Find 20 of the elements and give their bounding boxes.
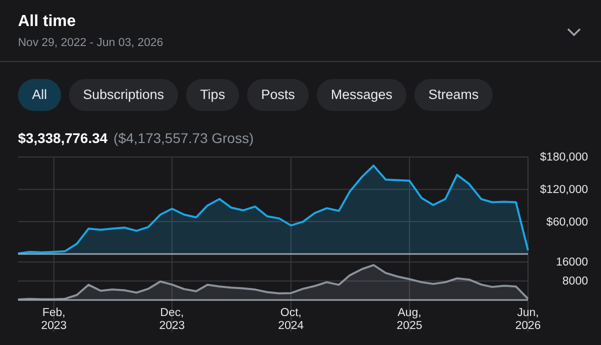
x-tick-label: Jun, 2026 [515, 307, 541, 332]
x-tick-label: Oct, 2024 [278, 307, 304, 332]
x-tick-label: Dec, 2023 [159, 307, 185, 332]
y-tick-label: $60,000 [546, 216, 588, 228]
chart-title: All time [18, 13, 76, 30]
text: Subscriptions [83, 87, 164, 102]
text: Streams [428, 87, 479, 102]
text: All [32, 87, 48, 102]
text: Posts [261, 87, 296, 102]
chart-subtitle: Nov 29, 2022 - Jun 03, 2026 [18, 37, 164, 49]
text: $3,338,776.34 [18, 130, 108, 146]
y-tick-label: $120,000 [540, 184, 588, 196]
y-tick-label: 16000 [556, 256, 588, 269]
text: ($4,173,557.73 Gross) [114, 130, 254, 146]
y-tick-label: 8000 [562, 276, 588, 288]
x-tick-label: Aug, 2025 [396, 307, 422, 332]
text: Tips [200, 87, 226, 102]
text: Messages [330, 87, 393, 102]
y-tick-label: $180,000 [540, 152, 588, 164]
x-tick-label: Feb, 2023 [41, 307, 67, 332]
